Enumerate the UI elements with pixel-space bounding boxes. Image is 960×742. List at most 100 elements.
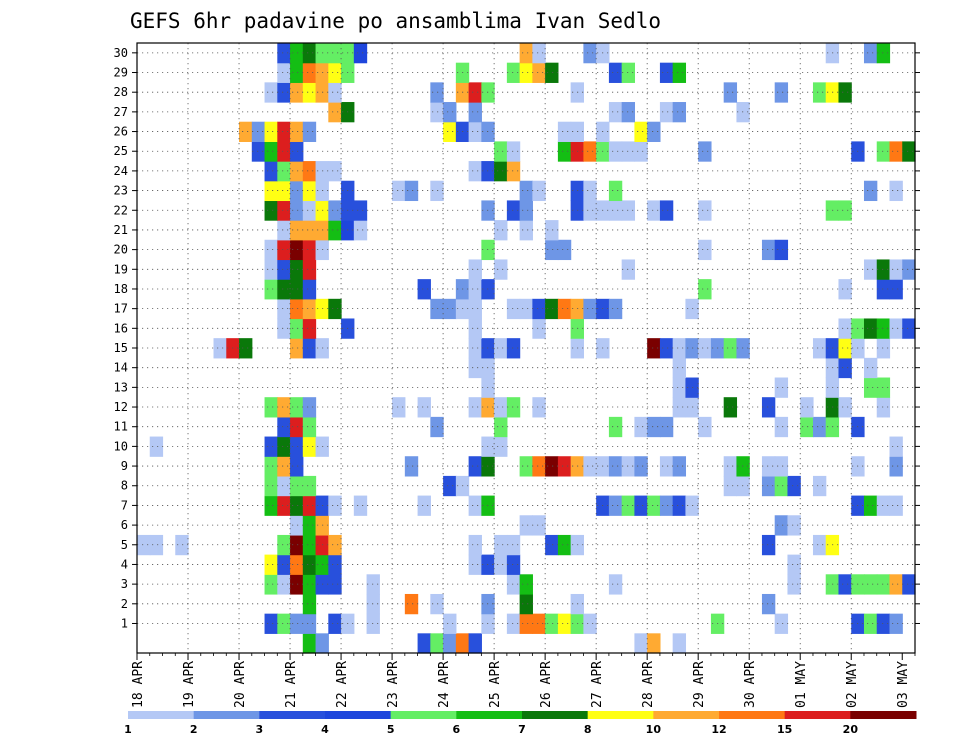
heatmap-cell: [277, 318, 291, 339]
heatmap-cell: [812, 416, 827, 438]
heatmap-cell: [302, 593, 317, 615]
y-tick-label: 14: [114, 361, 128, 375]
legend-label: 1: [124, 723, 132, 736]
heatmap-cell: [889, 318, 903, 339]
heatmap-cell: [302, 62, 317, 83]
heatmap-cell: [443, 121, 457, 142]
heatmap-cell: [876, 141, 891, 162]
heatmap-cell: [557, 613, 572, 634]
heatmap-cell: [277, 554, 291, 575]
y-tick-label: 22: [114, 203, 128, 217]
heatmap-cell: [863, 495, 878, 516]
y-tick-label: 25: [114, 144, 128, 158]
heatmap-cell: [302, 613, 317, 634]
heatmap-cell: [698, 239, 712, 261]
heatmap-cell: [519, 593, 533, 615]
y-tick-label: 24: [114, 164, 128, 178]
heatmap-cell: [902, 259, 916, 280]
heatmap-cell: [239, 121, 253, 142]
legend-label: 10: [646, 723, 662, 736]
heatmap-cell: [876, 259, 891, 280]
heatmap-cell: [557, 534, 572, 556]
heatmap-cell: [468, 318, 482, 339]
y-tick-label: 23: [114, 184, 128, 198]
heatmap-cell: [557, 121, 572, 142]
heatmap-cell: [366, 574, 380, 595]
y-tick-label: 11: [114, 420, 128, 434]
heatmap-cell: [532, 298, 546, 320]
heatmap-cell: [519, 180, 533, 202]
heatmap-cell: [494, 259, 508, 280]
heatmap-cell: [634, 121, 648, 142]
y-tick-label: 13: [114, 380, 128, 394]
heatmap-cell: [149, 534, 164, 556]
heatmap-cell: [468, 259, 482, 280]
legend-label: 7: [518, 723, 526, 736]
heatmap-cell: [889, 259, 903, 280]
y-tick-label: 16: [114, 321, 128, 335]
heatmap-cell: [277, 259, 291, 280]
heatmap-cell: [302, 200, 317, 221]
heatmap-cell: [672, 102, 687, 123]
heatmap-cell: [647, 633, 661, 654]
heatmap-cell: [621, 141, 636, 162]
heatmap-cell: [277, 495, 291, 516]
heatmap-cell: [277, 279, 291, 300]
heatmap-cell: [557, 141, 572, 162]
heatmap-cell: [659, 200, 674, 221]
heatmap-cell: [761, 456, 776, 477]
heatmap-cell: [812, 475, 827, 497]
heatmap-cell: [290, 456, 304, 477]
heatmap-cell: [443, 298, 457, 320]
heatmap-cell: [838, 82, 852, 103]
heatmap-cell: [290, 436, 304, 457]
heatmap-cell: [838, 338, 852, 359]
heatmap-cell: [302, 475, 317, 497]
legend-label: 4: [321, 723, 329, 736]
heatmap-cell: [634, 141, 648, 162]
heatmap-cell: [290, 141, 304, 162]
heatmap-cell: [621, 102, 636, 123]
x-axis: 18 APR 19 APR 20 APR 21 APR 22 APR 23 APR 24 A…: [131, 653, 916, 708]
heatmap-cell: [290, 495, 304, 516]
heatmap-cell: [545, 62, 559, 83]
heatmap-cell: [494, 534, 508, 556]
x-tick-label: 18 APR: [131, 661, 146, 708]
heatmap-cell: [264, 554, 278, 575]
heatmap-cell: [302, 43, 317, 64]
heatmap-cell: [557, 456, 572, 477]
heatmap-cell: [621, 259, 636, 280]
heatmap-cell: [468, 279, 482, 300]
heatmap-cell: [494, 397, 508, 418]
heatmap-cell: [698, 338, 712, 359]
heatmap-cell: [353, 220, 368, 241]
heatmap-cell: [774, 613, 789, 634]
heatmap-cell: [277, 121, 291, 142]
legend-swatch: [784, 711, 851, 719]
heatmap-cell: [532, 515, 546, 536]
heatmap-cell: [315, 633, 329, 654]
heatmap-cell: [519, 613, 533, 634]
heatmap-cell: [264, 613, 278, 634]
heatmap-cell: [277, 141, 291, 162]
heatmap-cell: [647, 338, 661, 359]
heatmap-cell: [277, 43, 291, 64]
heatmap-cell: [672, 633, 687, 654]
heatmap-cell: [264, 180, 278, 202]
heatmap-cell: [634, 495, 648, 516]
heatmap-cell: [659, 62, 674, 83]
heatmap-cell: [761, 475, 776, 497]
legend-label: 20: [843, 723, 859, 736]
heatmap-cell: [366, 593, 380, 615]
heatmap-cell: [175, 534, 189, 556]
heatmap-cell: [659, 495, 674, 516]
heatmap-cell: [290, 200, 304, 221]
heatmap-cell: [302, 239, 317, 261]
heatmap-cell: [290, 475, 304, 497]
heatmap-cell: [532, 62, 546, 83]
heatmap-cell: [302, 495, 317, 516]
heatmap-cell: [290, 180, 304, 202]
legend-swatch: [522, 711, 589, 719]
x-tick-label: 30 APR: [743, 661, 758, 708]
